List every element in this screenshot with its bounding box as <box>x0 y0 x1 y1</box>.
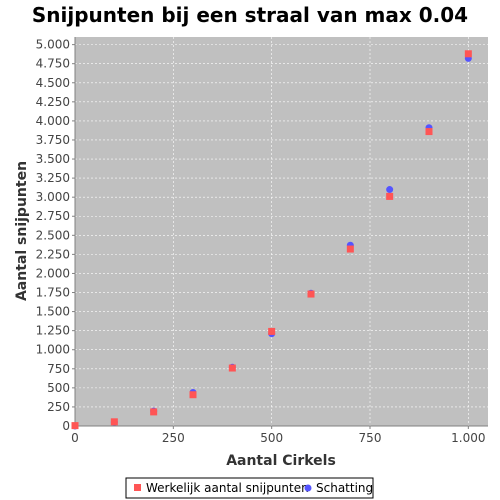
point-werkelijk <box>386 192 394 200</box>
y-tick-label: 4.750 <box>36 57 70 71</box>
point-werkelijk <box>189 391 197 399</box>
y-tick-label: 2.500 <box>36 228 70 242</box>
x-tick-label: 250 <box>162 431 185 445</box>
y-tick-label: 3.000 <box>36 190 70 204</box>
point-schatting <box>386 186 394 194</box>
y-tick-label: 4.000 <box>36 114 70 128</box>
plot-area <box>75 37 488 426</box>
y-tick-label: 3.750 <box>36 133 70 147</box>
y-tick-label: 2.750 <box>36 209 70 223</box>
y-tick-label: 4.500 <box>36 76 70 90</box>
x-tick-label: 500 <box>260 431 283 445</box>
point-werkelijk <box>228 364 236 372</box>
legend: Werkelijk aantal snijpunten Schatting <box>125 477 374 499</box>
x-tick-label: 1.000 <box>451 431 485 445</box>
y-tick-label: 250 <box>47 400 70 414</box>
legend-marker-square <box>134 484 141 491</box>
y-tick-label: 5.000 <box>36 38 70 52</box>
point-werkelijk <box>268 327 276 335</box>
grid-lines <box>75 37 488 426</box>
y-tick-label: 750 <box>47 362 70 376</box>
y-tick-label: 1.250 <box>36 324 70 338</box>
y-tick-label: 0 <box>62 419 70 433</box>
y-tick-label: 3.250 <box>36 171 70 185</box>
x-tick-label: 750 <box>359 431 382 445</box>
legend-marker-circle <box>304 484 312 492</box>
y-tick-label: 2.250 <box>36 247 70 261</box>
legend-box <box>125 477 374 499</box>
point-werkelijk <box>307 290 315 298</box>
x-axis-ticks: 0 250 500 750 1.000 <box>71 426 486 445</box>
point-werkelijk <box>346 245 354 253</box>
legend-label-werkelijk: Werkelijk aantal snijpunten <box>146 481 309 495</box>
x-axis-label: Aantal Cirkels <box>226 453 336 469</box>
y-tick-label: 1.000 <box>36 343 70 357</box>
y-tick-label: 3.500 <box>36 152 70 166</box>
chart-title: Snijpunten bij een straal van max 0.04 <box>32 3 468 27</box>
y-axis-ticks: 0 250 500 750 1.000 1.250 1.500 1.750 2.000 2.250… <box>36 38 75 433</box>
y-tick-label: 2.000 <box>36 266 70 280</box>
y-tick-label: 500 <box>47 381 70 395</box>
y-tick-label: 1.500 <box>36 305 70 319</box>
point-werkelijk <box>464 50 472 58</box>
point-werkelijk <box>110 418 118 426</box>
data-points <box>71 50 472 430</box>
y-tick-label: 4.250 <box>36 95 70 109</box>
y-tick-label: 1.750 <box>36 286 70 300</box>
point-werkelijk <box>71 422 79 430</box>
point-werkelijk <box>425 128 433 136</box>
x-tick-label: 0 <box>71 431 79 445</box>
legend-label-schatting: Schatting <box>316 481 373 495</box>
point-werkelijk <box>150 408 158 416</box>
y-axis-label: Aantal snijpunten <box>14 161 30 301</box>
